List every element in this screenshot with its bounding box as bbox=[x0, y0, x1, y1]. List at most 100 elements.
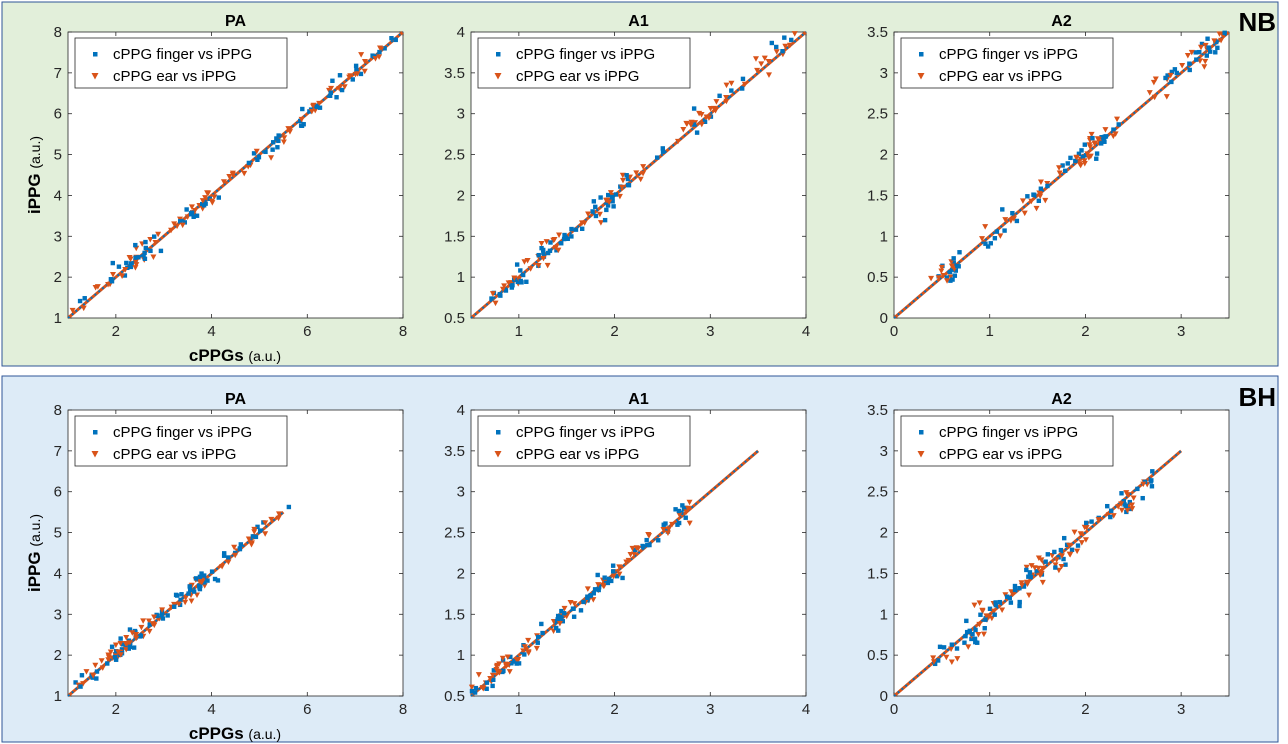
data-point-ear bbox=[109, 271, 116, 278]
data-point-finger bbox=[561, 236, 567, 242]
data-point-ear bbox=[948, 646, 955, 652]
data-point-finger bbox=[1084, 520, 1089, 526]
data-point-finger bbox=[1169, 79, 1174, 85]
data-point-ear bbox=[527, 266, 534, 272]
data-point-finger bbox=[1010, 210, 1015, 216]
data-point-finger bbox=[602, 575, 607, 580]
plot-nb-pa: 2 4 6 8 1 2 3 4 5 6 7 8 PA cPPG finger vs iPPG cPPG ea… bbox=[54, 13, 408, 340]
data-point-ear bbox=[1078, 540, 1085, 546]
data-point-ear bbox=[685, 506, 692, 512]
data-point-ear bbox=[119, 273, 126, 280]
legend-box bbox=[74, 37, 288, 89]
data-point-ear bbox=[316, 100, 323, 107]
data-point-ear bbox=[122, 267, 129, 273]
data-point-ear bbox=[561, 605, 568, 612]
data-point-ear bbox=[1211, 38, 1218, 44]
data-point-ear bbox=[640, 170, 647, 177]
data-point-ear bbox=[354, 71, 361, 77]
y-tick-label: 4 bbox=[457, 24, 465, 41]
data-point-ear bbox=[175, 601, 182, 607]
plot-bh-pa: 2 4 6 8 1 2 3 4 5 6 7 8 PA cPPG finger vs iPPG cPPG ea… bbox=[54, 391, 408, 718]
data-point-ear bbox=[107, 649, 114, 655]
legend-marker-finger bbox=[93, 52, 98, 57]
data-point-ear bbox=[773, 49, 780, 55]
x-tick-label: 1 bbox=[986, 323, 994, 340]
data-point-finger bbox=[154, 613, 160, 619]
plot-bh-a2: 0 1 2 3 0 0.5 1 1.5 2 2.5 3 3.5 A2 cPPG finger vs iPP… bbox=[867, 391, 1230, 718]
data-point-ear bbox=[219, 564, 226, 570]
y-tick-label: 2 bbox=[880, 147, 888, 164]
data-point-ear bbox=[341, 84, 348, 90]
legend-marker-finger bbox=[496, 430, 501, 435]
data-point-ear bbox=[979, 236, 986, 242]
data-point-ear bbox=[723, 98, 730, 105]
data-point-finger bbox=[1119, 491, 1124, 496]
data-point-finger bbox=[954, 646, 960, 651]
data-point-finger bbox=[541, 250, 546, 255]
data-point-ear bbox=[619, 184, 626, 191]
data-point-ear bbox=[610, 573, 617, 580]
data-point-ear bbox=[268, 155, 275, 161]
data-point-finger bbox=[142, 250, 147, 256]
data-point-finger bbox=[1187, 67, 1192, 73]
data-point-finger bbox=[782, 35, 787, 40]
data-point-finger bbox=[656, 538, 661, 543]
y-tick-label: 2.5 bbox=[867, 106, 888, 123]
plot-title: A2 bbox=[1051, 391, 1072, 408]
data-point-finger bbox=[512, 659, 517, 664]
data-point-ear bbox=[741, 81, 748, 88]
data-point-ear bbox=[1023, 564, 1030, 571]
data-point-ear bbox=[1184, 52, 1191, 59]
data-point-ear bbox=[982, 224, 989, 230]
data-point-finger bbox=[571, 614, 577, 619]
data-point-ear bbox=[687, 122, 694, 128]
x-tick-label: 8 bbox=[399, 701, 407, 718]
data-point-finger bbox=[510, 283, 515, 288]
x-tick-label: 8 bbox=[399, 323, 407, 340]
data-point-finger bbox=[681, 507, 687, 512]
data-point-finger bbox=[178, 597, 183, 603]
data-point-ear bbox=[336, 85, 343, 92]
data-point-finger bbox=[947, 269, 953, 275]
data-point-ear bbox=[480, 686, 487, 692]
data-point-finger bbox=[647, 542, 652, 548]
data-point-finger bbox=[141, 254, 146, 259]
data-point-ear bbox=[245, 536, 252, 543]
data-point-ear bbox=[90, 673, 97, 679]
data-point-finger bbox=[120, 642, 126, 647]
data-point-ear bbox=[535, 262, 542, 269]
data-point-finger bbox=[1174, 70, 1179, 76]
data-point-finger bbox=[334, 95, 339, 100]
data-point-finger bbox=[610, 563, 616, 568]
data-point-ear bbox=[310, 102, 317, 109]
data-point-finger bbox=[967, 628, 973, 634]
data-point-ear bbox=[504, 654, 511, 661]
data-point-finger bbox=[298, 123, 304, 128]
data-point-ear bbox=[997, 233, 1004, 239]
data-point-finger bbox=[221, 553, 227, 558]
data-point-finger bbox=[978, 612, 983, 617]
data-point-ear bbox=[1202, 58, 1209, 65]
data-point-finger bbox=[165, 613, 170, 618]
data-point-ear bbox=[1002, 217, 1009, 223]
data-point-ear bbox=[133, 632, 140, 638]
data-point-ear bbox=[1058, 564, 1065, 570]
data-point-ear bbox=[500, 286, 507, 293]
data-point-ear bbox=[938, 264, 945, 271]
data-point-finger bbox=[473, 685, 479, 691]
data-point-finger bbox=[109, 644, 115, 649]
data-point-finger bbox=[1028, 574, 1033, 580]
legend-label-ear: cPPG ear vs iPPG bbox=[113, 446, 236, 463]
data-point-ear bbox=[669, 521, 676, 528]
data-point-finger bbox=[590, 209, 595, 214]
data-point-ear bbox=[1163, 94, 1170, 100]
data-point-ear bbox=[262, 520, 269, 526]
data-point-ear bbox=[179, 222, 186, 229]
data-point-ear bbox=[620, 177, 627, 184]
plot-title: PA bbox=[225, 391, 246, 408]
data-point-finger bbox=[77, 298, 83, 304]
data-point-ear bbox=[276, 511, 283, 517]
data-point-finger bbox=[951, 260, 956, 266]
data-point-finger bbox=[1172, 67, 1178, 72]
data-point-ear bbox=[550, 237, 557, 244]
